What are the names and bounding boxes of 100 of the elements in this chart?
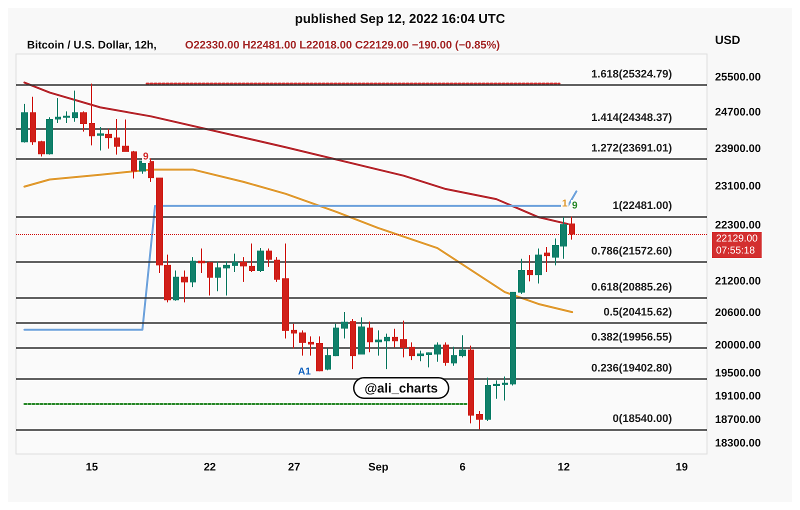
ref-line-label: 1.618(25324.79) xyxy=(591,68,672,81)
y-tick-label: 23900.00 xyxy=(715,143,761,156)
candlestick xyxy=(282,242,289,340)
line-series xyxy=(23,82,569,226)
ref-line-label: 1(22481.00) xyxy=(612,200,672,212)
y-tick-label: 22300.00 xyxy=(715,220,761,232)
candlestick xyxy=(299,330,306,356)
candlestick xyxy=(426,352,432,368)
candlestick xyxy=(459,334,466,358)
x-tick-label: 19 xyxy=(676,462,688,474)
y-tick-label: 19500.00 xyxy=(715,368,761,380)
candlestick xyxy=(122,118,129,152)
candlestick xyxy=(38,140,45,157)
ref-line-label: 1.414(24348.37) xyxy=(591,112,672,124)
ref-line-label: 0.618(20885.26) xyxy=(591,281,672,294)
y-tick-label: 18300.00 xyxy=(715,438,761,450)
candlestick xyxy=(358,316,365,356)
annotation: 1 xyxy=(562,198,568,210)
y-tick-label: 21200.00 xyxy=(715,275,761,288)
candlestick xyxy=(341,311,348,340)
candlestick xyxy=(544,246,550,273)
candlestick xyxy=(308,336,314,356)
ref-line-label: 0.236(19402.80) xyxy=(591,362,672,375)
ref-line-label: 22129.00 07:55:18 xyxy=(716,234,758,257)
candlestick xyxy=(350,318,356,370)
candlestick xyxy=(316,336,323,372)
candlestick xyxy=(291,323,297,349)
y-tick-label: 24700.00 xyxy=(715,106,761,119)
candlestick xyxy=(392,328,398,348)
candlestick xyxy=(535,248,542,284)
candlestick xyxy=(527,254,533,282)
candlestick xyxy=(409,342,415,361)
line-series xyxy=(23,168,574,314)
candlestick xyxy=(400,320,407,358)
candlestick xyxy=(198,248,205,274)
candlestick xyxy=(518,258,525,294)
candlestick xyxy=(569,216,575,240)
y-tick-label: 19100.00 xyxy=(715,390,761,402)
candlestick xyxy=(451,346,457,366)
candlestick xyxy=(274,256,280,282)
candlestick xyxy=(325,348,331,371)
candlestick xyxy=(333,323,339,357)
candlestick xyxy=(266,248,272,268)
candlestick xyxy=(46,116,53,156)
ref-line-label: 1.272(23691.01) xyxy=(591,142,672,154)
candlestick xyxy=(21,103,28,144)
candlestick xyxy=(89,83,95,146)
y-tick-label: 25500.00 xyxy=(715,72,761,84)
x-tick-label: 22 xyxy=(204,462,216,474)
candlestick xyxy=(434,342,441,362)
candlestick xyxy=(476,410,483,430)
candlestick xyxy=(502,376,508,402)
x-tick-label: 6 xyxy=(460,462,466,474)
candlestick xyxy=(493,380,500,400)
candlestick xyxy=(468,345,474,424)
y-tick-label: 20000.00 xyxy=(715,340,761,352)
candlestick xyxy=(173,270,179,302)
candlestick xyxy=(215,261,221,292)
annotation: A1 xyxy=(298,366,312,378)
candlestick xyxy=(97,126,104,151)
candlestick xyxy=(240,256,247,282)
candlestick xyxy=(384,333,390,370)
candlestick xyxy=(232,253,238,273)
annotation: @ali_charts xyxy=(364,380,438,396)
candlestick xyxy=(148,158,154,182)
candlestick xyxy=(131,150,137,180)
candlestick xyxy=(72,90,78,122)
y-tick-label: 18700.00 xyxy=(715,414,761,426)
ref-line-label: 0(18540.00) xyxy=(612,412,672,425)
candlestick xyxy=(207,261,213,296)
candlestick xyxy=(223,260,230,296)
x-tick-label: 12 xyxy=(558,462,570,474)
y-axis-title: USD xyxy=(715,33,741,47)
ref-line-label: 0.5(20415.62) xyxy=(604,306,672,318)
candlestick xyxy=(181,270,188,303)
candlestick xyxy=(55,98,61,124)
candlestick xyxy=(63,110,70,124)
annotation: 9 xyxy=(143,152,149,162)
candlestick xyxy=(367,321,373,353)
candlestick xyxy=(375,330,382,356)
y-tick-label: 20600.00 xyxy=(715,307,761,320)
candlestick xyxy=(249,242,255,273)
x-tick-label: 27 xyxy=(288,462,300,474)
candlestick xyxy=(105,128,112,150)
y-tick-label: 23100.00 xyxy=(715,180,761,193)
annotation: 9 xyxy=(572,200,578,212)
candlestick xyxy=(417,350,424,362)
candlestick xyxy=(485,377,491,422)
candlestick xyxy=(190,256,196,288)
candlestick xyxy=(443,342,449,366)
ref-line-label: 0.786(21572.60) xyxy=(591,246,672,258)
x-tick-label: 15 xyxy=(86,462,98,474)
candlestick xyxy=(80,110,87,132)
candlestick xyxy=(510,291,516,386)
x-tick-label: Sep xyxy=(368,462,389,474)
candlestick xyxy=(114,118,120,156)
text: published Sep 12, 2022 16:04 UTC xyxy=(294,11,506,26)
candlestick xyxy=(30,96,36,146)
chart-title: Bitcoin / U.S. Dollar, 12h, xyxy=(27,40,157,52)
candlestick xyxy=(257,248,264,273)
